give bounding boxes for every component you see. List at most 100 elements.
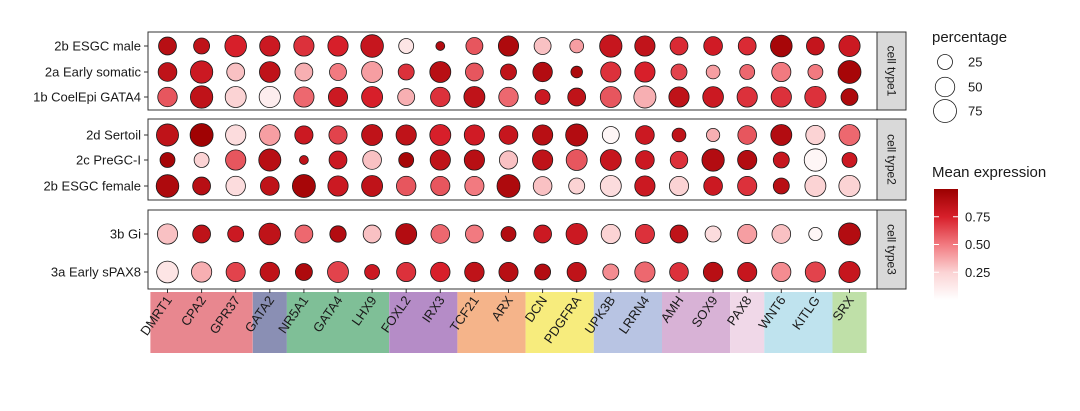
dot-gata2 xyxy=(258,222,282,246)
dot-srx xyxy=(838,222,861,246)
dot-upk3b xyxy=(599,86,622,108)
dot-foxl2 xyxy=(397,63,415,81)
dot-cpa2 xyxy=(193,152,210,168)
dot-tcf21 xyxy=(463,86,486,108)
dot-irx3 xyxy=(429,124,452,146)
row-label: 3b Gi xyxy=(110,227,141,242)
dot-wnt6 xyxy=(770,124,793,146)
dot-cpa2 xyxy=(191,261,213,283)
dot-dcn xyxy=(533,37,552,55)
dot-srx xyxy=(838,34,861,58)
dot-tcf21 xyxy=(465,62,484,82)
dot-pdgfra xyxy=(565,222,588,246)
dot-dmrt1 xyxy=(155,174,180,198)
dot-lhx9 xyxy=(362,150,382,170)
dot-amh xyxy=(671,127,687,143)
dot-gata2 xyxy=(258,85,281,109)
dot-sox9 xyxy=(702,86,724,108)
size-legend-label: 25 xyxy=(968,55,982,70)
dot-dmrt1 xyxy=(157,86,178,108)
dot-gata4 xyxy=(329,63,347,81)
dot-nr5a1 xyxy=(295,263,313,281)
dot-tcf21 xyxy=(464,175,485,196)
dot-foxl2 xyxy=(395,223,418,245)
dot-amh xyxy=(669,224,689,244)
dot-lrrn4 xyxy=(634,261,656,283)
color-legend-label: 0.75 xyxy=(965,209,990,224)
dot-wnt6 xyxy=(770,86,792,108)
dot-amh xyxy=(669,36,689,56)
dot-gata4 xyxy=(328,150,348,170)
dot-lrrn4 xyxy=(634,223,655,244)
gene-group-block xyxy=(389,292,458,353)
dot-gata2 xyxy=(259,61,281,83)
dot-gata4 xyxy=(327,87,348,108)
dot-tcf21 xyxy=(464,261,485,283)
dot-dcn xyxy=(534,89,551,105)
panel-strip xyxy=(876,209,907,290)
dot-foxl2 xyxy=(395,124,417,146)
dot-nr5a1 xyxy=(294,62,314,82)
dot-lhx9 xyxy=(362,224,382,244)
dot-arx xyxy=(497,35,520,57)
dot-nr5a1 xyxy=(293,86,315,108)
dot-lrrn4 xyxy=(635,125,655,145)
dot-gpr37 xyxy=(225,149,247,171)
dot-irx3 xyxy=(430,224,451,244)
color-legend-label: 0.50 xyxy=(965,237,990,252)
dot-amh xyxy=(669,262,689,282)
dot-pax8 xyxy=(737,175,758,196)
dot-dmrt1 xyxy=(156,223,179,245)
dot-sox9 xyxy=(701,148,725,172)
dot-irx3 xyxy=(429,61,452,83)
panel-strip xyxy=(876,31,907,111)
dot-tcf21 xyxy=(463,149,485,171)
dot-nr5a1 xyxy=(293,35,315,57)
dot-wnt6 xyxy=(771,261,792,282)
dot-dmrt1 xyxy=(156,123,179,147)
dot-lrrn4 xyxy=(633,85,657,109)
dot-dcn xyxy=(532,149,554,171)
dot-wnt6 xyxy=(771,224,792,244)
dot-irx3 xyxy=(430,86,451,108)
dot-gata4 xyxy=(327,261,349,283)
dot-kitlg xyxy=(807,64,824,80)
dot-dmrt1 xyxy=(159,152,176,168)
size-legend-title: percentage xyxy=(932,29,1007,46)
panel-1: cell type1 2b ESGC male 2a Early somatic 1b… xyxy=(33,31,907,111)
dot-pdgfra xyxy=(565,123,589,147)
dot-lrrn4 xyxy=(634,175,656,197)
dot-irx3 xyxy=(430,261,451,283)
gene-group-block xyxy=(730,292,765,353)
dot-foxl2 xyxy=(396,261,417,282)
dot-irx3 xyxy=(435,41,446,51)
dot-kitlg xyxy=(805,125,826,146)
gene-group-block xyxy=(525,292,594,353)
row-label: 2b ESGC female xyxy=(43,179,141,194)
dot-cpa2 xyxy=(190,85,214,109)
dot-gpr37 xyxy=(225,261,246,282)
dot-kitlg xyxy=(806,36,825,56)
gene-group-block xyxy=(150,292,253,353)
dot-srx xyxy=(838,260,861,284)
dot-sox9 xyxy=(702,261,724,283)
dot-lhx9 xyxy=(360,34,384,58)
size-legend-label: 75 xyxy=(968,104,982,119)
strip-label: cell type2 xyxy=(885,134,899,185)
dot-sox9 xyxy=(705,64,721,80)
dot-foxl2 xyxy=(398,38,415,54)
dot-arx xyxy=(498,261,519,282)
dot-gata4 xyxy=(328,125,348,145)
dot-pdgfra xyxy=(565,149,588,171)
dot-dcn xyxy=(533,224,552,244)
dot-lrrn4 xyxy=(635,150,655,170)
row-label: 1b CoelEpi GATA4 xyxy=(33,90,141,105)
dot-amh xyxy=(669,175,690,196)
dot-pdgfra xyxy=(566,261,587,282)
dot-arx xyxy=(498,150,519,170)
dot-dcn xyxy=(532,176,553,196)
row-label: 2a Early somatic xyxy=(45,65,142,80)
panel-3: cell type3 3b Gi 3a Early sPAX8 xyxy=(51,209,907,290)
dot-dmrt1 xyxy=(157,62,178,82)
